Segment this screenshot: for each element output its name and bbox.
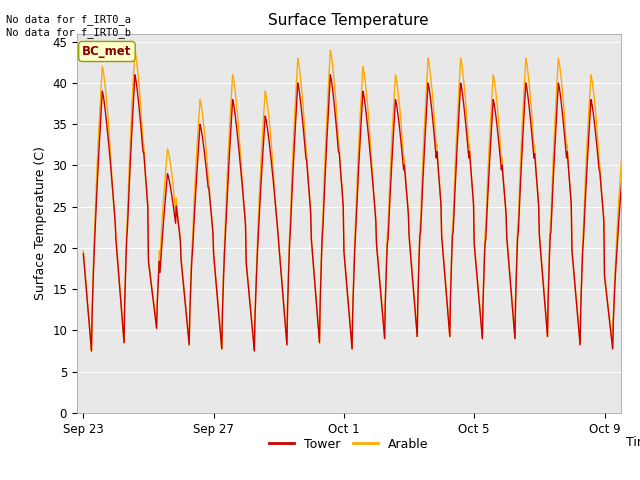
Tower — [504, 244, 511, 250]
Arable — [504, 241, 511, 247]
Arable — [88, 348, 95, 354]
Tower — [632, 251, 640, 256]
Tower — [193, 174, 200, 180]
Arable — [144, 202, 152, 207]
Arable — [193, 151, 200, 156]
Y-axis label: Surface Temperature (C): Surface Temperature (C) — [34, 146, 47, 300]
Arable — [156, 248, 163, 254]
Tower — [367, 161, 375, 167]
Line: Tower: Tower — [83, 75, 636, 351]
Tower — [131, 72, 139, 78]
Tower — [414, 295, 422, 301]
Arable — [131, 47, 139, 53]
Tower — [88, 348, 95, 354]
Tower — [144, 204, 152, 210]
Text: No data for f_IRT0_a
No data for f_IRT0_b: No data for f_IRT0_a No data for f_IRT0_… — [6, 14, 131, 38]
Arable — [79, 248, 87, 254]
Arable — [367, 151, 375, 156]
Arable — [632, 248, 640, 254]
Title: Surface Temperature: Surface Temperature — [269, 13, 429, 28]
Text: BC_met: BC_met — [82, 45, 132, 58]
Arable — [414, 293, 422, 299]
Legend: Tower, Arable: Tower, Arable — [264, 433, 433, 456]
Tower — [79, 251, 87, 256]
Line: Arable: Arable — [83, 50, 636, 351]
Tower — [156, 258, 163, 264]
Text: Time: Time — [626, 435, 640, 448]
